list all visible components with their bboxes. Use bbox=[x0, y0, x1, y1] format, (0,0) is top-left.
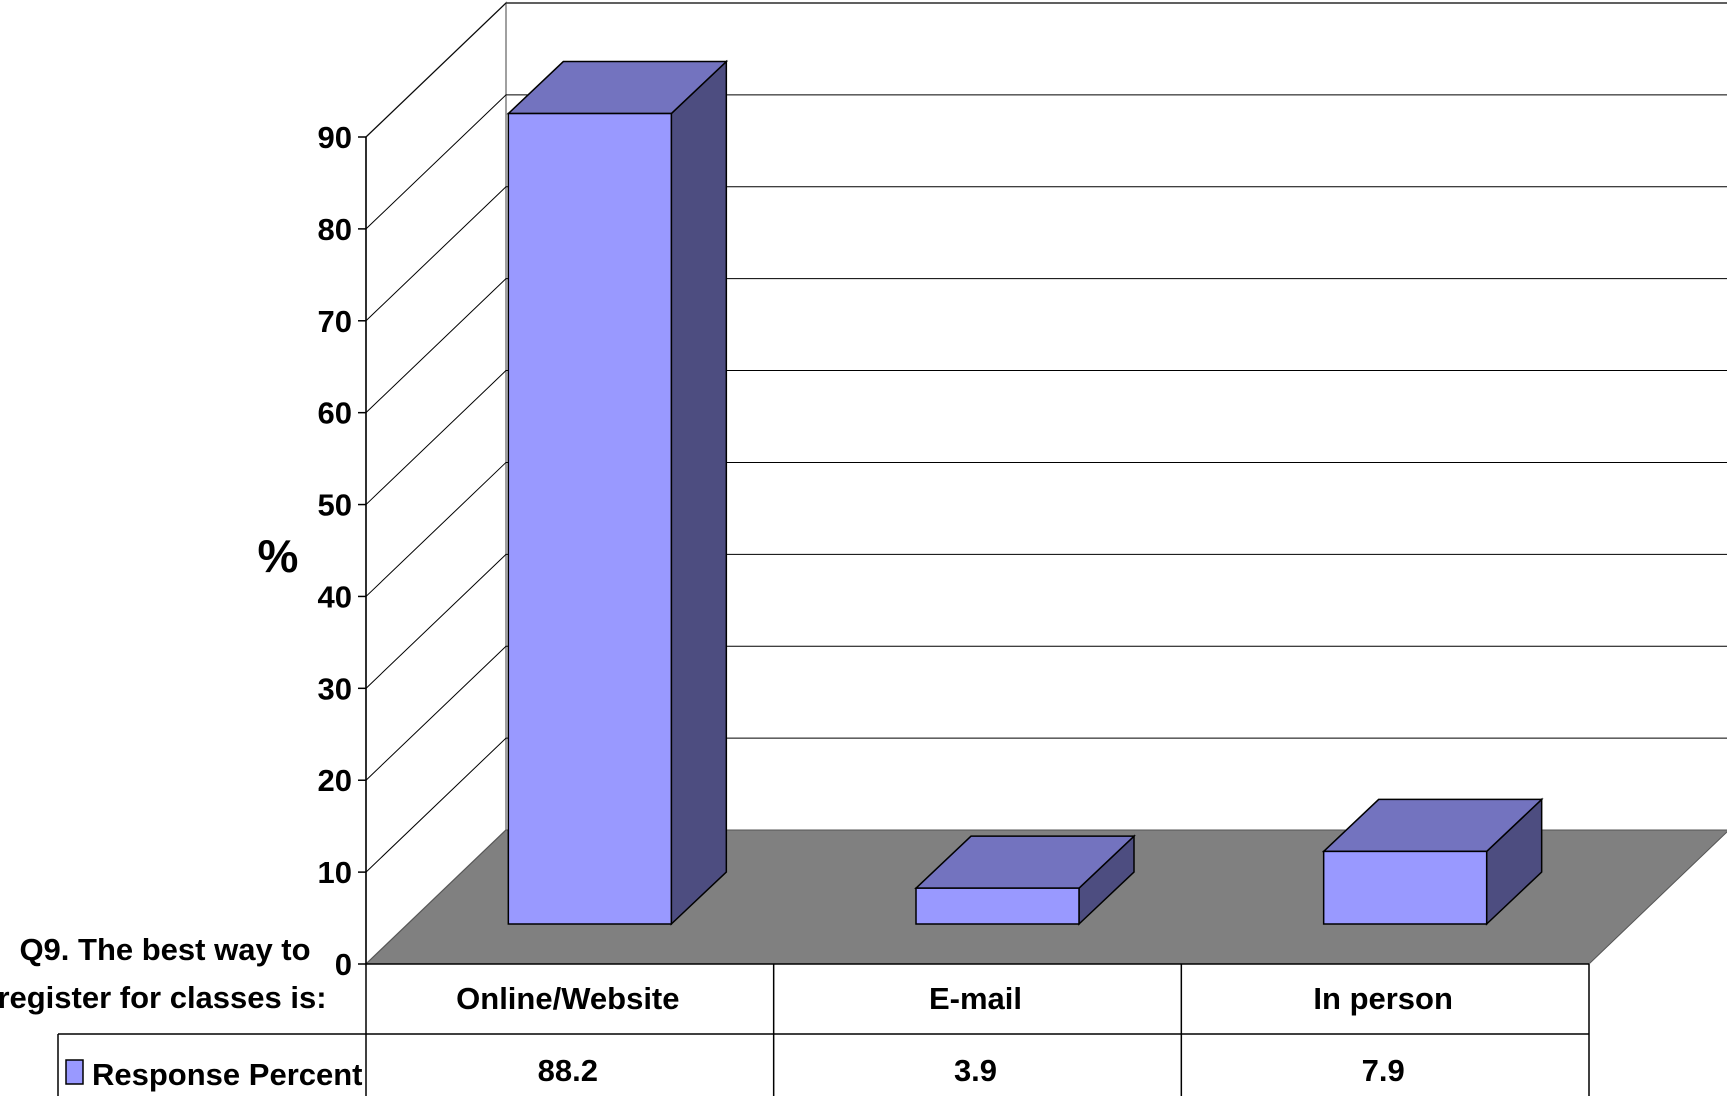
gridline-40 bbox=[365, 461, 1727, 597]
chart-title-line-2: register for classes is: bbox=[0, 980, 327, 1015]
bar-2 bbox=[1321, 797, 1544, 926]
category-label-0: Online/Website bbox=[456, 981, 679, 1016]
ytick-label-40: 40 bbox=[318, 579, 352, 614]
gridline-80 bbox=[365, 94, 1727, 230]
left-wall bbox=[365, 1, 507, 966]
ytick-label-80: 80 bbox=[318, 212, 352, 247]
value-label-1: 3.9 bbox=[954, 1053, 997, 1088]
bar-0 bbox=[506, 59, 729, 926]
ytick-label-70: 70 bbox=[318, 304, 352, 339]
gridline-20 bbox=[365, 645, 1727, 781]
gridline-90 bbox=[365, 2, 1727, 138]
bar-front-0 bbox=[507, 112, 673, 925]
bar-front-1 bbox=[915, 887, 1080, 925]
bar-1 bbox=[914, 834, 1136, 926]
ytick-label-10: 10 bbox=[318, 855, 352, 890]
category-label-1: E-mail bbox=[929, 981, 1022, 1016]
gridline-10 bbox=[365, 737, 1727, 873]
gridline-50 bbox=[365, 370, 1727, 505]
ytick-label-90: 90 bbox=[318, 120, 352, 155]
category-label-2: In person bbox=[1313, 981, 1453, 1016]
bar-front-2 bbox=[1322, 850, 1488, 925]
gridline-60 bbox=[365, 278, 1727, 414]
ytick-label-20: 20 bbox=[318, 763, 352, 798]
value-label-0: 88.2 bbox=[538, 1053, 598, 1088]
legend-series-name: Response Percent bbox=[92, 1057, 363, 1092]
chart-gridlines bbox=[365, 2, 1727, 873]
legend-swatch bbox=[65, 1059, 84, 1085]
gridline-30 bbox=[365, 553, 1727, 689]
ytick-label-60: 60 bbox=[318, 396, 352, 431]
bar-side-0 bbox=[670, 59, 728, 926]
value-label-2: 7.9 bbox=[1362, 1053, 1405, 1088]
chart-title-line-1: Q9. The best way to bbox=[19, 932, 310, 967]
ytick-label-30: 30 bbox=[318, 671, 352, 706]
y-axis-ticks: 0 10 20 30 40 50 60 70 80 90 bbox=[318, 120, 367, 982]
data-table: Online/Website E-mail In person 88.2 3.9 7.9 R… bbox=[57, 963, 1590, 1096]
gridline-70 bbox=[365, 186, 1727, 322]
ytick-label-0: 0 bbox=[335, 947, 352, 982]
ytick-label-50: 50 bbox=[318, 488, 352, 523]
y-axis-label: % bbox=[258, 530, 299, 582]
chart-bars bbox=[506, 59, 1544, 926]
